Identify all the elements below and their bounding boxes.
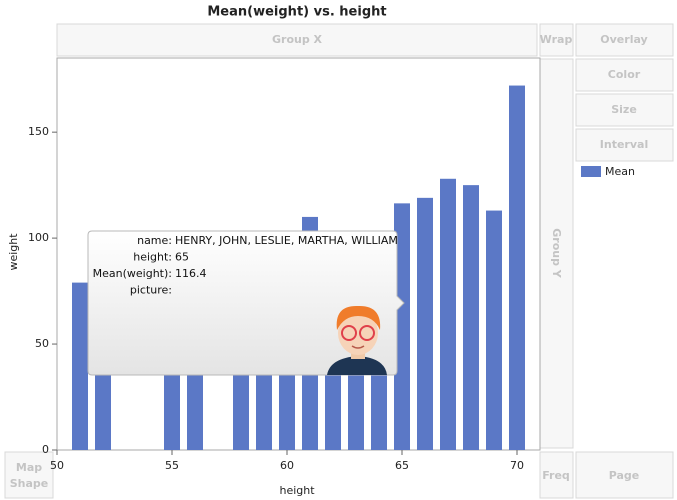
y-tick-label: 100 [28,231,49,244]
x-axis-label: height [279,484,315,497]
group-x-label: Group X [272,33,323,46]
size-label: Size [611,103,637,116]
tooltip-key: picture: [130,284,172,297]
legend: Mean [581,165,635,178]
map-label: Map [16,461,42,474]
wrap-label: Wrap [540,33,573,46]
avatar [327,305,387,375]
chart-title: Mean(weight) vs. height [207,5,386,20]
x-tick-label: 70 [510,459,524,472]
tooltip-value: 65 [175,251,189,264]
interval-label: Interval [600,138,648,151]
bar [509,85,525,450]
x-tick-label: 60 [280,459,294,472]
color-label: Color [608,68,641,81]
y-tick-label: 0 [42,443,49,456]
tooltip-value: HENRY, JOHN, LESLIE, MARTHA, WILLIAM [175,234,398,247]
x-tick-label: 65 [395,459,409,472]
overlay-zone[interactable] [575,23,674,57]
x-tick-label: 50 [50,459,64,472]
page-label: Page [609,469,640,482]
bar [440,178,456,450]
group-y-label: Group Y [550,228,563,279]
size-zone[interactable] [575,93,674,127]
shape-label: Shape [10,477,49,490]
tooltip-key: height: [133,251,172,264]
bar [486,210,502,450]
y-axis-label: weight [7,233,20,271]
bar [394,203,410,450]
legend-swatch [581,166,601,177]
wrap-zone[interactable] [539,23,574,57]
drop-zones: Group X Wrap Overlay Color Size Interval… [4,23,674,499]
freq-label: Freq [542,469,570,482]
freq-zone[interactable] [539,451,574,499]
bar [417,197,433,450]
group-x-zone[interactable] [56,23,538,57]
bar [463,185,479,450]
page-zone[interactable] [575,451,674,499]
map-shape-zone[interactable] [4,451,54,499]
tooltip: name: HENRY, JOHN, LESLIE, MARTHA, WILLIA… [87,230,405,376]
y-tick-label: 150 [28,125,49,138]
overlay-label: Overlay [600,33,647,46]
group-y-zone[interactable] [539,58,574,449]
x-tick-label: 55 [165,459,179,472]
bar [72,282,88,450]
y-tick-label: 50 [35,337,49,350]
tooltip-key: Mean(weight): [93,267,172,280]
legend-label: Mean [605,165,635,178]
tooltip-key: name: [137,234,172,247]
color-zone[interactable] [575,58,674,92]
tooltip-value: 116.4 [175,267,207,280]
interval-zone[interactable] [575,128,674,162]
tooltip-box [87,230,405,376]
